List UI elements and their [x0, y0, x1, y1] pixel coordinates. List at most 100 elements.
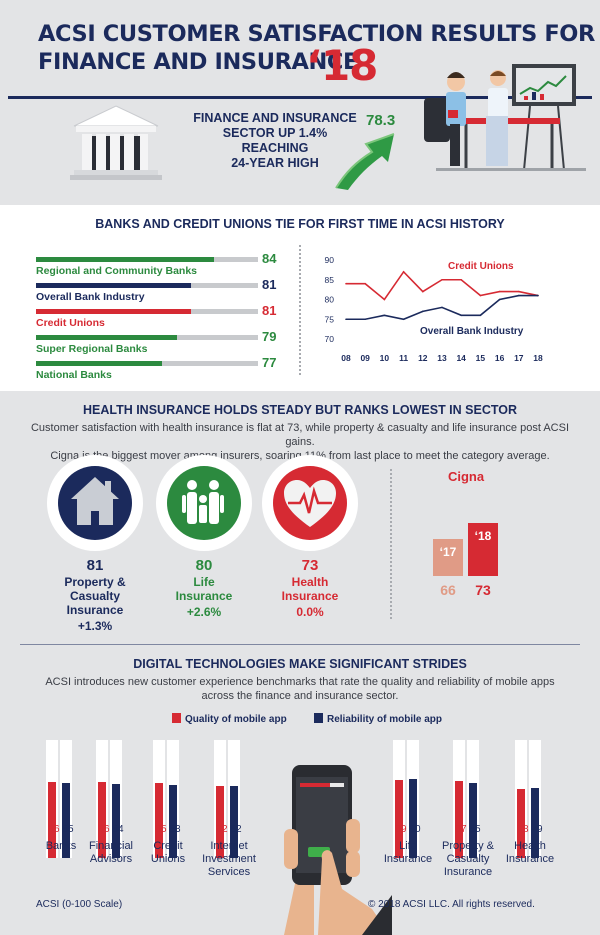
- category-label: Health Insurance: [505, 840, 555, 865]
- reliability-value: 84: [109, 824, 124, 835]
- bar-label: National Banks: [36, 369, 112, 381]
- bar-1: [531, 788, 539, 858]
- bar-label: Regional and Community Banks: [36, 265, 198, 277]
- app-group: [448, 738, 488, 858]
- quality-value: 86: [98, 824, 110, 835]
- section-rule: [20, 644, 580, 645]
- bar-3: [36, 335, 177, 340]
- series-point: [402, 318, 405, 321]
- series-point: [460, 314, 462, 317]
- health-insurance-change: 0.0%: [296, 605, 324, 619]
- x-tick-label: 11: [399, 353, 408, 363]
- x-tick-label: 08: [341, 353, 351, 363]
- y-tick-label: 75: [325, 314, 335, 324]
- office-meeting-illustration: [424, 64, 586, 171]
- property-casualty-score: 81: [86, 557, 104, 574]
- legend-reliability: Reliability of mobile app: [314, 713, 442, 725]
- sector-summary: FINANCE AND INSURANCE SECTOR UP 1.4% REA…: [193, 111, 357, 170]
- reliability-value: 85: [59, 824, 74, 835]
- quality-value: 85: [155, 824, 167, 835]
- x-tick-label: 17: [514, 353, 524, 363]
- series-point: [364, 282, 366, 285]
- series-point: [537, 294, 539, 297]
- header-divider: [8, 96, 592, 99]
- bar-1: [230, 785, 238, 858]
- category-label: Property & Casualty Insurance: [442, 840, 494, 878]
- bank-row: National Banks 77: [36, 355, 296, 387]
- series-point: [345, 282, 347, 285]
- bar-0: [48, 782, 56, 858]
- x-tick-label: 14: [456, 353, 466, 363]
- header-section: ACSI CUSTOMER SATISFACTION RESULTS FOR F…: [0, 0, 600, 205]
- quality-value: 82: [216, 824, 228, 835]
- app-group: [510, 738, 550, 858]
- bank-row: Regional and Community Banks 84: [36, 251, 296, 283]
- health-insurance-circle: [262, 455, 358, 551]
- life-insurance-name: Life Insurance: [175, 575, 233, 603]
- bar-0: [36, 257, 214, 262]
- series-point: [402, 271, 405, 273]
- title-year: ‘18: [306, 41, 378, 90]
- scale-note: ACSI (0-100 Scale): [36, 899, 123, 910]
- category-label: Financial Advisors: [88, 840, 134, 865]
- y-tick-label: 80: [325, 295, 335, 305]
- bar-values: 87 85: [448, 824, 488, 835]
- legend-swatch-reliability: [314, 713, 323, 723]
- cigna-bar-0: ‘17: [433, 539, 463, 576]
- digital-section: DIGITAL TECHNOLOGIES MAKE SIGNIFICANT ST…: [0, 641, 600, 935]
- category-label: Credit Unions: [150, 840, 186, 865]
- bar-4: [36, 361, 162, 366]
- x-tick-label: 13: [437, 353, 447, 363]
- bar-0: [455, 781, 463, 858]
- bar-values: 86 85: [41, 824, 81, 835]
- bar-0: [216, 785, 224, 858]
- bar-1: [36, 283, 192, 288]
- cigna-chart-title: Cigna: [447, 469, 485, 484]
- series-point: [479, 314, 482, 317]
- series-line-0: [346, 270, 539, 301]
- bar-0: [155, 783, 163, 858]
- series-point: [383, 314, 386, 317]
- trend-up-arrow-icon: [335, 133, 395, 190]
- bar-values: 89 90: [388, 824, 428, 835]
- property-casualty-circle: [47, 455, 143, 551]
- cigna-year-label: ‘17: [439, 545, 457, 560]
- series-point: [441, 278, 443, 281]
- bar-1: [169, 784, 177, 858]
- quality-value: 87: [455, 824, 467, 835]
- cigna-year-label: ‘18: [474, 529, 492, 544]
- x-tick-label: 15: [476, 353, 486, 363]
- series-point: [422, 310, 424, 313]
- property-casualty-change: +1.3%: [77, 619, 113, 633]
- page-title: ACSI CUSTOMER SATISFACTION RESULTS FOR F…: [38, 20, 595, 87]
- quality-value: 89: [395, 824, 407, 835]
- digital-section-title: DIGITAL TECHNOLOGIES MAKE SIGNIFICANT ST…: [133, 657, 467, 671]
- app-group: [91, 738, 131, 858]
- bar-values: 82 82: [209, 824, 249, 835]
- series-point: [460, 278, 462, 281]
- title-line-2: FINANCE AND INSURANCE: [38, 49, 359, 75]
- app-group: [148, 738, 188, 858]
- health-insurance-score: 73: [301, 557, 319, 574]
- reliability-value: 85: [466, 824, 481, 835]
- bar-label: Overall Bank Industry: [36, 291, 145, 303]
- bar-1: [112, 784, 120, 858]
- series-point: [498, 290, 501, 293]
- bar-value: 84: [262, 251, 277, 266]
- app-group: [388, 738, 428, 858]
- bank-row: Credit Unions 81: [36, 303, 296, 335]
- cigna-value: 73: [475, 582, 491, 598]
- app-group: [209, 738, 249, 858]
- banks-section: BANKS AND CREDIT UNIONS TIE FOR FIRST TI…: [0, 205, 600, 391]
- property-casualty-name: Property & Casualty Insurance: [64, 575, 126, 617]
- series-point: [345, 318, 347, 321]
- phone-in-hand-illustration: [284, 765, 392, 935]
- x-tick-label: 12: [418, 353, 428, 363]
- series-label-credit-unions: Credit Unions: [448, 261, 514, 272]
- life-insurance-circle: [156, 455, 252, 551]
- bar-value: 79: [262, 329, 277, 344]
- reliability-value: 83: [166, 824, 181, 835]
- title-line-1: ACSI CUSTOMER SATISFACTION RESULTS FOR: [38, 21, 595, 47]
- category-label: Internet Investment Services: [202, 840, 256, 878]
- bar-values: 85 83: [148, 824, 188, 835]
